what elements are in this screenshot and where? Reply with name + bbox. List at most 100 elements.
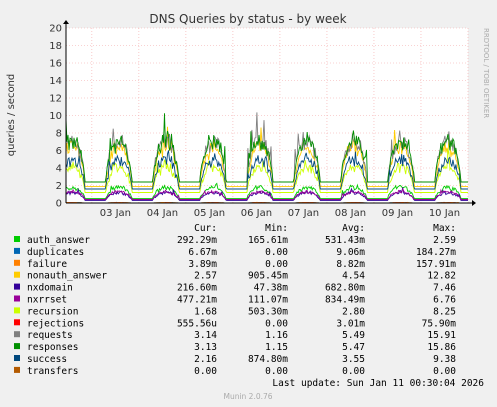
legend-swatch-auth-answer (14, 236, 20, 242)
legend-max-responses: 15.86 (427, 342, 456, 353)
legend-max-recursion: 8.25 (433, 306, 456, 317)
legend-swatch-recursion (14, 307, 20, 314)
x-tick-label: 03 Jan (100, 208, 131, 219)
y-tick-label: 2 (56, 181, 62, 192)
legend-avg-requests: 5.49 (342, 330, 365, 341)
legend-cur-nonauth-answer: 2.57 (194, 271, 217, 282)
legend-name-recursion: recursion (27, 306, 78, 317)
legend-avg-duplicates: 9.06m (336, 247, 365, 258)
y-tick-label: 20 (49, 24, 62, 35)
axis-layer: 0 2 4 6 8 10 12 14 16 18 20 03 Jan 04 Jan 05 Jan 06 Ja… (49, 20, 476, 219)
y-tick-label: 10 (49, 111, 62, 122)
legend-min-responses: 1.15 (265, 342, 288, 353)
legend-min-rejections: 0.00 (265, 318, 288, 329)
y-tick-label: 12 (49, 94, 62, 105)
legend-cur-nxrrset: 477.21m (177, 295, 217, 306)
legend-avg-responses: 5.47 (342, 342, 365, 353)
legend-name-duplicates: duplicates (27, 247, 84, 258)
legend-avg-rejections: 3.01m (336, 318, 365, 329)
legend-min-nonauth-answer: 905.45m (248, 271, 288, 282)
y-axis-label: queries / second (6, 74, 17, 156)
x-tick-label: 06 Jan (241, 208, 272, 219)
legend-avg-nonauth-answer: 4.54 (342, 271, 365, 282)
legend-max-rejections: 75.90m (422, 318, 457, 329)
legend-swatch-nonauth-answer (14, 271, 20, 278)
legend-min-auth-answer: 165.61m (248, 235, 288, 246)
legend-header: Cur: (194, 223, 217, 234)
legend-max-nxdomain: 7.46 (433, 283, 456, 294)
legend-cur-requests: 3.14 (194, 330, 217, 341)
y-tick-label: 8 (56, 129, 62, 140)
legend-avg-recursion: 2.80 (342, 306, 365, 317)
legend-min-duplicates: 0.00 (265, 247, 288, 258)
legend-min-failure: 0.00 (265, 259, 288, 270)
legend-max-transfers: 0.00 (433, 366, 456, 377)
legend-avg-nxdomain: 682.80m (325, 283, 365, 294)
x-tick-label: 04 Jan (147, 208, 178, 219)
series-line-nxdomain (65, 187, 468, 201)
legend-header: Min: (265, 223, 288, 234)
legend-swatch-nxdomain (14, 283, 20, 290)
legend-name-nxdomain: nxdomain (27, 283, 73, 294)
last-update-text: Last update: Sun Jan 11 00:30:04 2026 (272, 378, 484, 389)
legend-avg-failure: 8.82m (336, 259, 365, 270)
legend-min-nxdomain: 47.38m (254, 283, 289, 294)
x-tick-label: 07 Jan (288, 208, 319, 219)
legend-max-requests: 15.91 (427, 330, 456, 341)
legend-cur-success: 2.16 (194, 354, 217, 365)
legend-name-requests: requests (27, 330, 73, 341)
legend-swatch-success (14, 355, 20, 361)
legend-avg-auth-answer: 531.43m (325, 235, 365, 246)
legend-cur-rejections: 555.56u (177, 318, 217, 329)
legend-swatch-nxrrset (14, 295, 20, 302)
legend-max-nxrrset: 6.76 (433, 295, 456, 306)
legend-cur-failure: 3.89m (188, 259, 217, 270)
legend-cur-recursion: 1.68 (194, 306, 217, 317)
munin-version: Munin 2.0.76 (223, 392, 272, 401)
legend-min-recursion: 503.30m (248, 306, 288, 317)
series-line-auth-answer (65, 182, 468, 200)
series-line-nxrrset (65, 187, 468, 200)
y-tick-label: 4 (56, 164, 62, 175)
x-tick-label: 05 Jan (194, 208, 225, 219)
legend-max-duplicates: 184.27m (416, 247, 456, 258)
legend: Cur: Min: Avg: Max: auth_answer 292.29m 165.61… (14, 223, 456, 377)
legend-swatch-responses (14, 343, 20, 350)
y-tick-label: 6 (56, 146, 62, 157)
legend-min-transfers: 0.00 (265, 366, 288, 377)
legend-swatch-requests (14, 331, 20, 338)
legend-avg-nxrrset: 834.49m (325, 295, 365, 306)
x-tick-label: 10 Jan (429, 208, 460, 219)
legend-name-responses: responses (27, 342, 78, 353)
rrdtool-credit: RRDTOOL / TOBI OETIKER (482, 28, 490, 118)
x-axis-arrow (472, 200, 476, 206)
legend-max-success: 9.38 (433, 354, 456, 365)
y-tick-label: 18 (49, 41, 62, 52)
legend-cur-nxdomain: 216.60m (177, 283, 217, 294)
legend-name-rejections: rejections (27, 318, 84, 329)
legend-swatch-rejections (14, 319, 20, 326)
legend-header: Max: (433, 223, 456, 234)
legend-swatch-transfers (14, 366, 20, 373)
legend-max-auth-answer: 2.59 (433, 235, 456, 246)
x-tick-label: 08 Jan (335, 208, 366, 219)
legend-cur-auth-answer: 292.29m (177, 235, 217, 246)
legend-min-success: 874.80m (248, 354, 288, 365)
y-tick-label: 0 (56, 199, 62, 210)
legend-min-nxrrset: 111.07m (248, 295, 288, 306)
y-axis-arrow (63, 20, 69, 24)
legend-avg-success: 3.55 (342, 354, 365, 365)
chart-title: DNS Queries by status - by week (149, 12, 346, 26)
x-tick-label: 09 Jan (382, 208, 413, 219)
legend-name-transfers: transfers (27, 366, 78, 377)
legend-header: Avg: (342, 223, 365, 234)
legend-name-failure: failure (27, 259, 67, 270)
legend-cur-duplicates: 6.67m (188, 247, 217, 258)
legend-name-auth-answer: auth_answer (27, 235, 90, 246)
series-line-recursion (65, 148, 468, 193)
series-line-responses (65, 113, 468, 183)
legend-swatch-duplicates (14, 247, 20, 254)
y-tick-label: 14 (49, 76, 62, 87)
legend-name-success: success (27, 354, 67, 365)
